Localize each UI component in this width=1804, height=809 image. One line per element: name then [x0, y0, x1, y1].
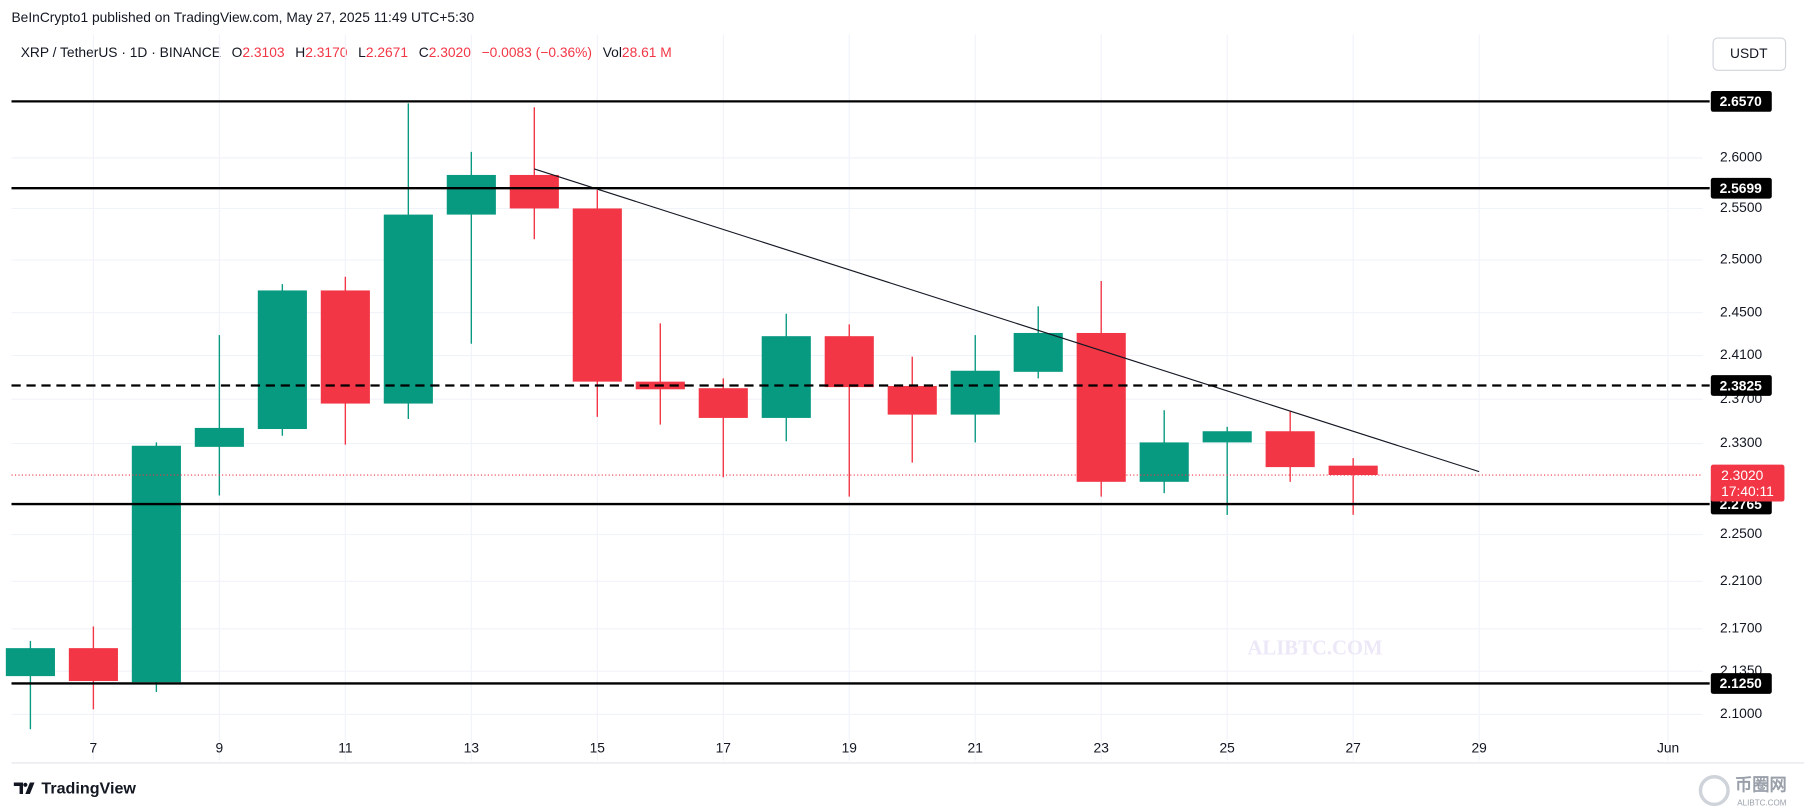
- level-label: 2.6570: [1720, 93, 1762, 109]
- x-tick-label: 23: [1094, 740, 1110, 756]
- trendline: [534, 168, 1480, 473]
- candle-body: [383, 214, 433, 404]
- symbol: XRP / TetherUS · 1D · BINANCE: [21, 44, 221, 60]
- level-label-box: [1710, 375, 1772, 396]
- legend: XRP / TetherUS · 1D · BINANCE O2.3103 H2…: [21, 44, 672, 60]
- x-tick-label: Jun: [1657, 740, 1679, 756]
- y-tick-label: 2.6000: [1720, 148, 1762, 164]
- y-tick-label: 2.2100: [1720, 572, 1762, 588]
- candle-body: [1013, 332, 1063, 372]
- candle-body: [1139, 442, 1189, 482]
- open-value: 2.3103: [242, 44, 284, 60]
- change: −0.0083 (−0.36%): [482, 44, 592, 60]
- x-tick-label: 25: [1220, 740, 1236, 756]
- y-tick-label: 2.4500: [1720, 303, 1762, 319]
- candle-body: [5, 648, 55, 677]
- level-label-box: [1710, 673, 1772, 694]
- candle-body: [446, 174, 496, 215]
- candle-body: [1202, 431, 1252, 443]
- candle-body: [1328, 465, 1378, 476]
- level-label: 2.1250: [1720, 675, 1762, 691]
- candle-body: [572, 208, 622, 382]
- level-label-box: [1710, 90, 1772, 112]
- plot: [5, 100, 1710, 730]
- countdown: 17:40:11: [1721, 483, 1774, 499]
- level-label-box: [1710, 177, 1772, 199]
- x-tick-label: 11: [338, 740, 352, 756]
- currency-button[interactable]: [1712, 37, 1787, 71]
- x-tick-label: 29: [1471, 740, 1487, 756]
- corner-site: ALIBTC.COM: [1737, 798, 1786, 807]
- vol-label: Vol: [603, 44, 622, 60]
- corner-logo: [1698, 775, 1730, 807]
- y-tick-label: 2.2500: [1720, 525, 1762, 541]
- last-price-box: [1710, 464, 1785, 502]
- last-price-label: 2.3020: [1721, 467, 1763, 483]
- currency-label: USDT: [1730, 45, 1768, 61]
- open-label: O: [232, 44, 243, 60]
- watermark: ALIBTC.COM: [1247, 638, 1382, 660]
- level-label: 2.3825: [1720, 377, 1762, 393]
- x-tick-label: 13: [464, 740, 480, 756]
- high-value: 2.3170: [305, 44, 347, 60]
- candle-body: [68, 648, 118, 682]
- candle-body: [950, 370, 1000, 415]
- candle-body: [131, 445, 181, 683]
- candle-body: [509, 174, 559, 209]
- candle-body: [194, 427, 244, 447]
- y-tick-label: 2.1700: [1720, 619, 1762, 635]
- vol-value: 28.61 M: [622, 44, 672, 60]
- close-label: C: [419, 44, 429, 60]
- low-value: 2.2671: [366, 44, 408, 60]
- publisher-line: BeInCrypto1 published on TradingView.com…: [12, 9, 475, 25]
- x-tick-label: 17: [716, 740, 731, 756]
- y-tick-label: 2.1000: [1720, 705, 1762, 721]
- candle-body: [1265, 431, 1315, 468]
- corner-name: 币圈网: [1735, 775, 1787, 795]
- x-tick-label: 15: [590, 740, 606, 756]
- candle-body: [887, 386, 937, 415]
- logo-mark: [13, 782, 35, 795]
- candle-body: [698, 388, 748, 418]
- x-tick-label: 19: [842, 740, 858, 756]
- x-tick-label: 21: [968, 740, 983, 756]
- tv-logo: [13, 782, 35, 795]
- level-label: 2.5699: [1720, 180, 1762, 196]
- x-tick-label: 9: [216, 740, 224, 756]
- candle-body: [761, 336, 811, 418]
- low-label: L: [358, 44, 366, 60]
- y-tick-label: 2.5000: [1720, 251, 1762, 267]
- candle-body: [257, 290, 307, 430]
- y-tick-label: 2.5500: [1720, 199, 1762, 215]
- x-tick-label: 7: [90, 740, 98, 756]
- x-tick-label: 27: [1345, 740, 1360, 756]
- candle-body: [1076, 332, 1126, 482]
- brand: TradingView: [41, 780, 136, 798]
- y-tick-label: 2.4100: [1720, 346, 1762, 362]
- y-tick-label: 2.3300: [1720, 434, 1762, 450]
- high-label: H: [295, 44, 305, 60]
- close-value: 2.3020: [429, 44, 471, 60]
- logo-dot: [23, 782, 28, 787]
- candle-body: [824, 336, 874, 388]
